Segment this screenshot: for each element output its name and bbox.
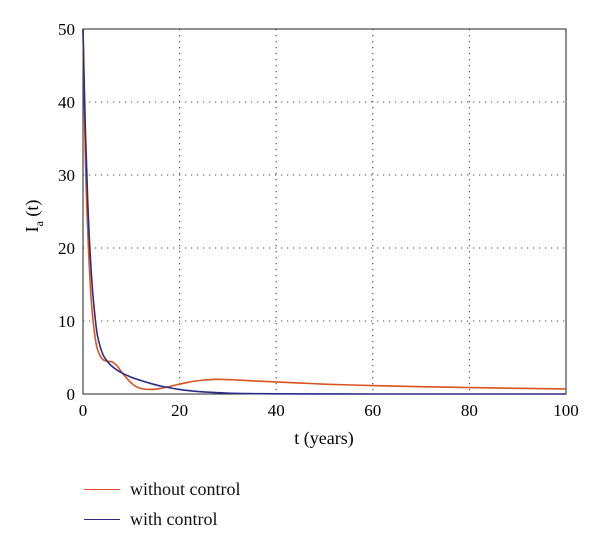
y-tick-label: 0	[67, 385, 76, 404]
x-tick-label: 0	[79, 401, 88, 420]
legend-swatch	[84, 518, 120, 520]
legend-item-with-control: with control	[84, 504, 241, 534]
legend: without control with control	[84, 474, 241, 534]
y-tick-label: 20	[58, 239, 75, 258]
y-tick-label: 40	[58, 93, 75, 112]
legend-item-without-control: without control	[84, 474, 241, 504]
series-line-without-control	[82, 28, 567, 391]
y-tick-label: 50	[58, 20, 75, 39]
legend-label: without control	[130, 478, 241, 499]
legend-label: with control	[130, 508, 218, 529]
plot-frame	[82, 28, 567, 395]
y-tick-label: 30	[58, 166, 75, 185]
y-axis-title: Ia (t)	[22, 200, 46, 233]
x-tick-labels: 0 20 40 60 80 100	[79, 401, 579, 420]
y-tick-labels: 0 10 20 30 40 50	[58, 20, 75, 404]
x-tick-label: 100	[553, 401, 579, 420]
series-lines	[82, 28, 567, 395]
y-tick-label: 10	[58, 312, 75, 331]
x-tick-label: 40	[268, 401, 285, 420]
legend-swatch	[84, 488, 120, 490]
grid-lines	[83, 29, 566, 394]
x-tick-label: 20	[171, 401, 188, 420]
x-axis-title: t (years)	[294, 428, 353, 449]
x-tick-label: 80	[461, 401, 478, 420]
x-tick-label: 60	[364, 401, 381, 420]
series-line-with-control	[82, 28, 566, 395]
